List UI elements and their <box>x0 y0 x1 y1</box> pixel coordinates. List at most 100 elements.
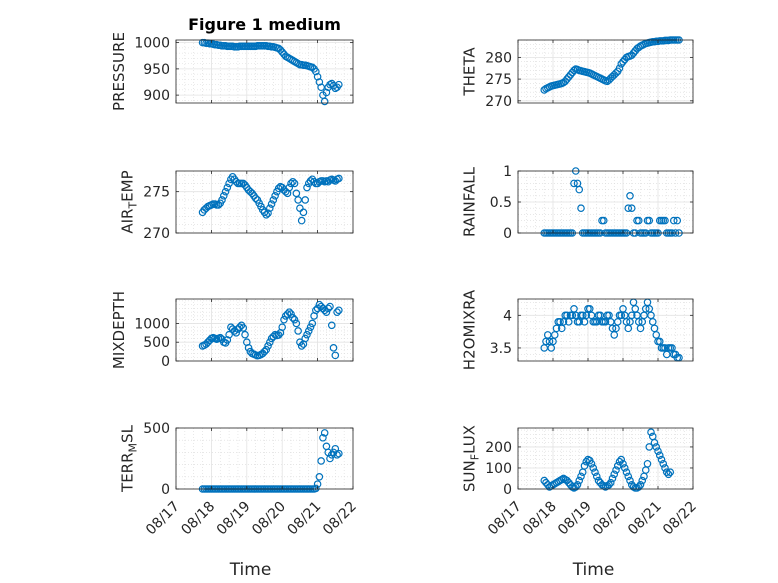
data-point <box>262 211 271 219</box>
data-point <box>303 330 311 339</box>
data-point <box>610 470 619 479</box>
y-tick-label: 100 <box>485 461 512 477</box>
data-point <box>297 216 306 225</box>
data-point <box>619 459 627 468</box>
data-point <box>636 480 645 489</box>
y-tick-label: 4 <box>503 308 512 324</box>
data-point <box>624 204 633 213</box>
data-point <box>290 179 299 188</box>
data-point <box>622 468 631 476</box>
data-point <box>313 72 322 81</box>
y-tick-label: 200 <box>485 440 512 456</box>
data-point <box>605 480 613 489</box>
y-tick-label: 500 <box>143 421 170 437</box>
data-point <box>577 472 585 481</box>
data-point <box>335 449 343 458</box>
data-point <box>645 216 654 225</box>
y-axis-label: SUNFLUX <box>461 425 482 492</box>
data-point <box>292 319 301 328</box>
y-tick-label: 3.5 <box>490 341 512 357</box>
data-point <box>315 472 324 481</box>
axes-frame <box>175 298 354 362</box>
y-tick-label: 270 <box>485 94 512 110</box>
data-point <box>573 480 582 489</box>
data-point <box>274 331 283 339</box>
data-point <box>655 451 664 460</box>
data-point <box>287 179 295 188</box>
data-point <box>669 216 678 225</box>
data-point <box>289 313 297 322</box>
y-tick-label: 275 <box>143 185 170 201</box>
data-point <box>626 192 634 200</box>
data-point <box>659 459 668 468</box>
data-point <box>638 476 647 485</box>
data-point <box>225 330 233 339</box>
data-point <box>606 478 615 487</box>
data-point <box>232 177 240 186</box>
data-point <box>627 204 636 213</box>
data-point <box>326 454 334 463</box>
data-point <box>322 88 331 97</box>
data-point <box>575 185 584 194</box>
data-point <box>320 429 329 437</box>
y-axis-label: TERRMSL <box>119 424 140 493</box>
data-point <box>292 189 301 198</box>
y-tick-label: 900 <box>143 88 170 104</box>
data-point <box>218 196 226 204</box>
figure-title: Figure 1 medium <box>188 15 341 34</box>
data-point <box>301 196 310 204</box>
y-tick-label: 1000 <box>134 316 170 332</box>
data-point <box>294 196 302 204</box>
data-point <box>577 204 585 213</box>
y-axis-label: RAINFALL <box>461 166 479 237</box>
data-point <box>615 64 624 73</box>
data-point <box>612 69 620 77</box>
y-tick-label: 0 <box>161 482 170 498</box>
data-point <box>289 177 297 186</box>
data-point <box>657 455 666 464</box>
data-point <box>223 183 232 192</box>
data-point <box>251 194 260 203</box>
data-point <box>662 468 671 476</box>
data-point <box>599 216 608 225</box>
axes-frame <box>175 427 354 490</box>
data-point <box>320 97 329 106</box>
data-point <box>266 338 274 347</box>
y-tick-label: 1000 <box>134 36 170 52</box>
data-point <box>643 459 652 468</box>
y-axis-label: THETA <box>461 47 479 97</box>
y-axis-label: AIRTEMP <box>119 170 140 233</box>
data-point <box>319 433 327 442</box>
data-point <box>278 323 287 331</box>
axes-frame <box>175 39 354 104</box>
data-point <box>301 334 310 343</box>
data-point <box>335 80 343 89</box>
data-point <box>223 336 232 344</box>
data-point <box>591 468 599 476</box>
data-point <box>267 200 276 208</box>
data-point <box>333 308 341 316</box>
axes-frame <box>517 427 694 490</box>
y-tick-label: 1 <box>503 164 512 180</box>
data-point <box>303 183 311 192</box>
data-point <box>287 310 295 318</box>
data-point <box>324 304 333 313</box>
subplot-1: 900 950 1000 PRESSURE <box>110 32 354 111</box>
y-tick-label: 0.5 <box>490 195 512 211</box>
y-tick-label: 275 <box>485 72 512 88</box>
y-tick-label: 270 <box>143 226 170 242</box>
data-point <box>592 472 601 481</box>
data-point <box>322 308 331 316</box>
data-point <box>297 342 306 350</box>
data-point <box>266 204 274 213</box>
data-point <box>620 464 629 472</box>
data-point <box>654 447 662 455</box>
data-point <box>312 67 320 76</box>
data-point <box>225 179 233 188</box>
data-point <box>221 187 230 196</box>
data-point <box>327 321 336 330</box>
axes-frame <box>517 298 694 362</box>
subplot-5: 0 500 1000 MIXDEPTH <box>110 291 354 370</box>
subplot-2: 270 275 280 THETA <box>461 36 694 110</box>
